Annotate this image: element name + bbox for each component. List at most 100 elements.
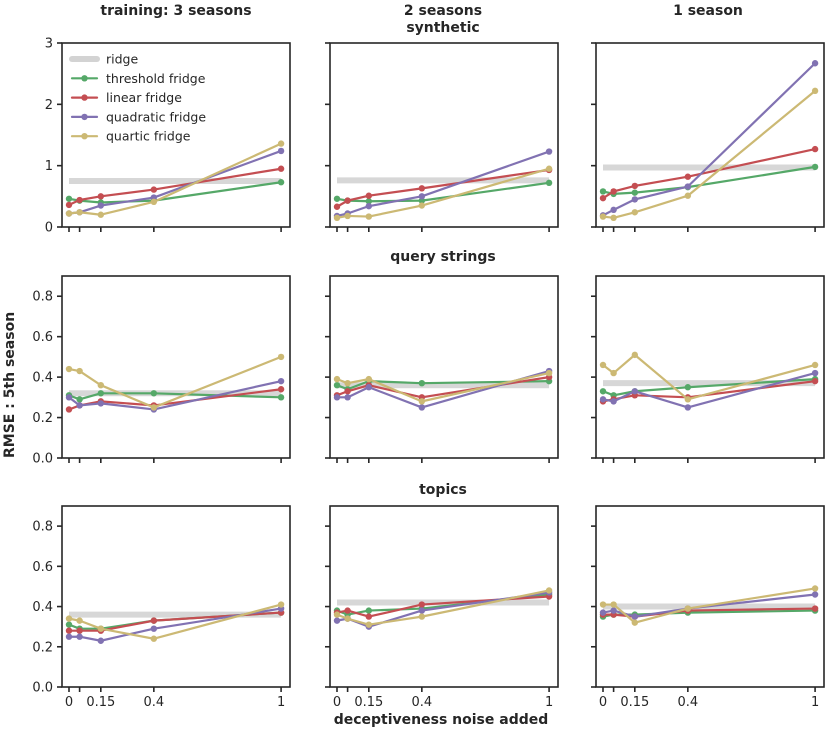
series-quadratic-fridge-marker: [631, 196, 639, 203]
axes-spines: [329, 275, 559, 459]
series-quartic-fridge-marker: [76, 617, 83, 624]
column-title-2-seasons: 2 seasons: [403, 3, 483, 19]
legend-quartic-fridge-marker: [81, 133, 88, 140]
series-quartic-fridge-marker: [811, 361, 819, 369]
axes-spines: [329, 42, 559, 228]
x-tick-label: 1: [811, 695, 819, 710]
row-title-synthetic: synthetic: [406, 20, 480, 36]
series-threshold-fridge-marker: [65, 621, 73, 628]
legend-item-ridge: ridge: [69, 52, 138, 67]
series-quadratic-fridge-marker: [277, 147, 285, 155]
legend-ridge-label: ridge: [106, 52, 138, 67]
column-title-1-season: 1 season: [673, 3, 743, 19]
series-quartic-fridge-marker: [277, 353, 285, 361]
series-quartic-fridge-marker: [610, 369, 617, 377]
legend-item-linear-fridge: linear fridge: [70, 90, 182, 105]
series-linear-fridge-marker: [76, 627, 83, 634]
series-quartic-fridge-marker: [65, 615, 73, 622]
legend-item-threshold-fridge: threshold fridge: [70, 71, 206, 86]
series-linear-fridge-marker: [684, 173, 692, 180]
series-linear-fridge-marker: [811, 605, 819, 612]
series-linear-fridge-marker: [277, 165, 285, 172]
series-quartic-fridge-marker: [97, 625, 105, 632]
series-quartic-fridge-marker: [418, 398, 426, 405]
series-quadratic-fridge-marker: [418, 404, 426, 411]
series-linear-fridge-marker: [365, 613, 373, 620]
series-quartic-fridge-marker: [333, 214, 341, 221]
subplot-synthetic-c1: [325, 42, 559, 232]
series-threshold-fridge-marker: [333, 195, 341, 202]
series-linear-fridge-marker: [333, 203, 341, 210]
legend-threshold-fridge-marker: [81, 75, 88, 82]
series-linear-fridge-marker: [599, 194, 607, 202]
series-quartic-fridge-marker: [610, 214, 617, 221]
series-linear-fridge-marker: [150, 186, 158, 193]
series-quadratic-fridge-marker: [418, 193, 426, 200]
series-quartic-fridge-marker: [365, 213, 373, 220]
series-quadratic-fridge-marker: [684, 404, 692, 411]
series-threshold-fridge-marker: [599, 388, 607, 395]
axes-spines: [61, 505, 291, 688]
x-axis-label: deceptiveness noise added: [333, 712, 549, 728]
series-linear-fridge-marker: [418, 601, 426, 608]
legend-threshold-fridge-label: threshold fridge: [106, 71, 206, 86]
series-quartic-fridge-marker: [333, 611, 341, 618]
y-tick-label: 3: [45, 37, 53, 52]
series-quartic-fridge-marker: [65, 210, 73, 217]
legend-item-quadratic-fridge: quadratic fridge: [70, 109, 206, 124]
series-quartic-fridge-marker: [365, 375, 373, 383]
series-quartic-fridge-marker: [344, 615, 351, 622]
series-quadratic-fridge-marker: [76, 633, 83, 640]
series-quadratic-fridge-marker: [97, 202, 105, 209]
y-tick-label: 0: [45, 221, 53, 236]
series-threshold-fridge-marker: [277, 179, 285, 186]
series-quartic-fridge-marker: [684, 396, 692, 403]
x-tick-label: 1: [277, 695, 285, 710]
axes-spines: [329, 505, 559, 688]
series-threshold-fridge-marker: [811, 163, 819, 171]
series-linear-fridge-marker: [65, 627, 73, 634]
y-tick-label: 0.2: [32, 640, 53, 655]
subplot-synthetic-c2: [591, 42, 825, 232]
subplot-topics-c0: 0 0.15 0.4 1 0.0 0.2 0.4 0.6 0.8: [32, 505, 291, 710]
legend: ridge threshold fridge linear fridge quadra…: [69, 52, 206, 144]
axes-spines: [61, 275, 291, 459]
series-threshold-fridge-marker: [150, 390, 158, 397]
legend-linear-fridge-label: linear fridge: [106, 90, 182, 105]
series-threshold-fridge-marker: [631, 189, 639, 196]
y-tick-label: 0.8: [32, 520, 53, 535]
series-quadratic-fridge-marker: [365, 202, 373, 210]
y-tick-label: 0.8: [32, 290, 53, 305]
legend-item-quartic-fridge: quartic fridge: [70, 129, 191, 144]
y-tick-label: 0.4: [32, 600, 53, 615]
series-quadratic-fridge-marker: [333, 617, 341, 624]
series-quadratic-fridge-marker: [684, 183, 692, 190]
series-threshold-fridge-marker: [365, 607, 373, 614]
series-linear-fridge-marker: [811, 145, 819, 153]
y-tick-label: 2: [45, 98, 53, 113]
series-quadratic-fridge-marker: [277, 377, 285, 385]
series-quadratic-fridge-marker: [333, 394, 341, 401]
x-tick-label: 0.4: [677, 695, 698, 710]
x-tick-label: 0.4: [411, 695, 432, 710]
series-quadratic-fridge-marker: [97, 400, 105, 407]
subplot-query-strings-c1: [325, 275, 559, 463]
series-quartic-fridge-marker: [97, 382, 105, 389]
x-tick-label: 1: [545, 695, 553, 710]
series-quartic-fridge-marker: [418, 613, 426, 620]
x-tick-label: 0.15: [86, 695, 115, 710]
series-quartic-fridge-marker: [277, 140, 285, 147]
series-linear-fridge-marker: [631, 182, 639, 190]
x-tick-label: 0.15: [354, 695, 383, 710]
y-tick-label: 0.6: [32, 560, 53, 575]
series-linear-fridge-marker: [150, 617, 158, 624]
series-quartic-fridge-marker: [545, 587, 553, 594]
y-tick-label: 1: [45, 159, 53, 174]
series-linear-fridge-marker: [610, 188, 617, 195]
series-quartic-fridge-marker: [631, 619, 639, 626]
y-tick-label: 0.0: [32, 452, 53, 467]
series-quartic-fridge-marker: [631, 351, 639, 359]
subplot-query-strings-c0: 0.0 0.2 0.4 0.6 0.8: [32, 275, 291, 467]
legend-linear-fridge-marker: [81, 94, 88, 101]
series-quartic-fridge-marker: [418, 202, 426, 209]
